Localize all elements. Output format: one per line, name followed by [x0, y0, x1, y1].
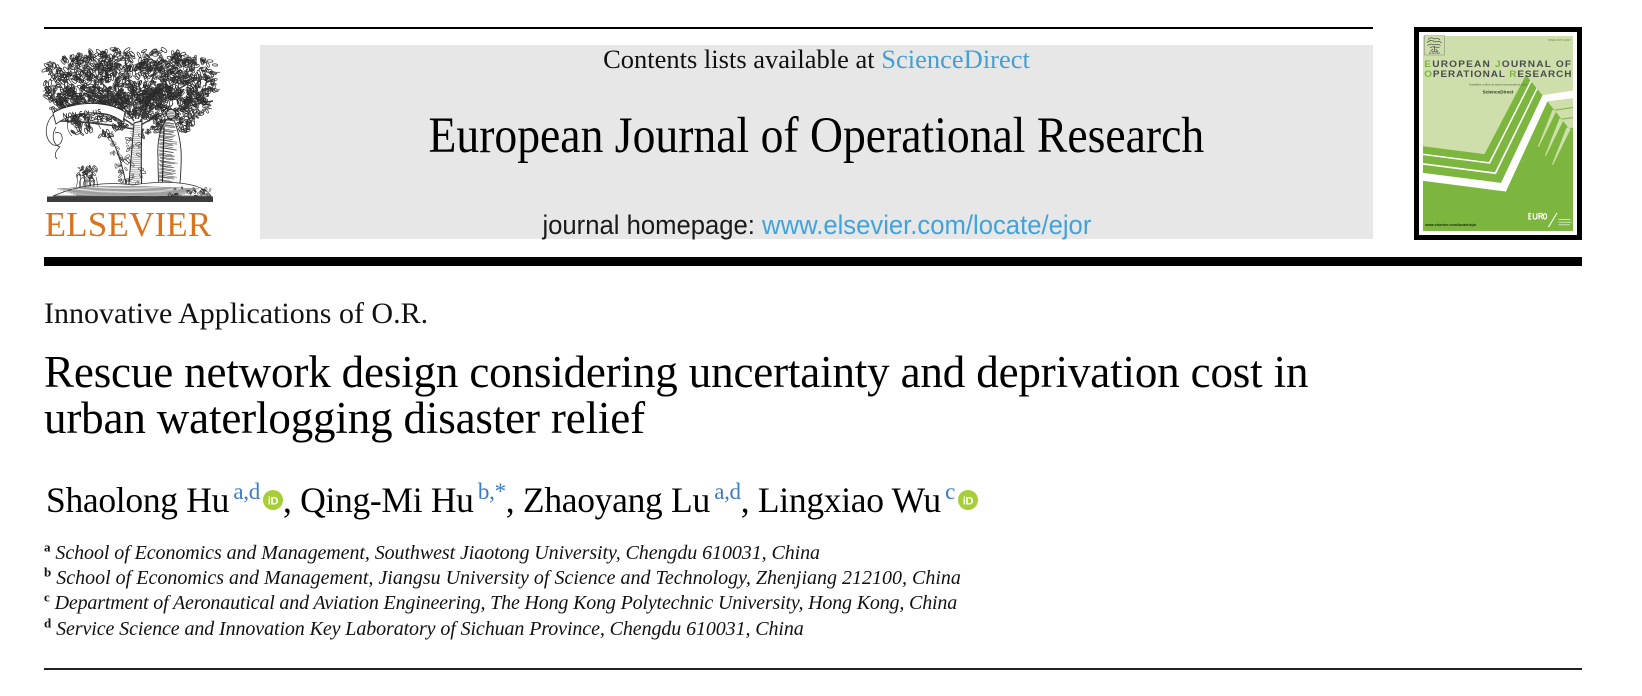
svg-text:OPERATIONAL RESEARCH: OPERATIONAL RESEARCH [1424, 69, 1572, 79]
svg-text:ELSEVIER: ELSEVIER [1429, 53, 1441, 55]
svg-text:Available online at www.scienc: Available online at www.sciencedirect.co… [1469, 83, 1527, 87]
svg-text:ISSN 0377-2217: ISSN 0377-2217 [1548, 38, 1571, 42]
svg-text:EUROPEAN JOURNAL OF: EUROPEAN JOURNAL OF [1424, 59, 1572, 69]
svg-text:iD: iD [963, 496, 974, 508]
svg-text:ScienceDirect: ScienceDirect [1482, 89, 1513, 94]
svg-text:iD: iD [268, 496, 279, 508]
svg-text:www.elsevier.com/locate/ejor: www.elsevier.com/locate/ejor [1424, 223, 1477, 227]
